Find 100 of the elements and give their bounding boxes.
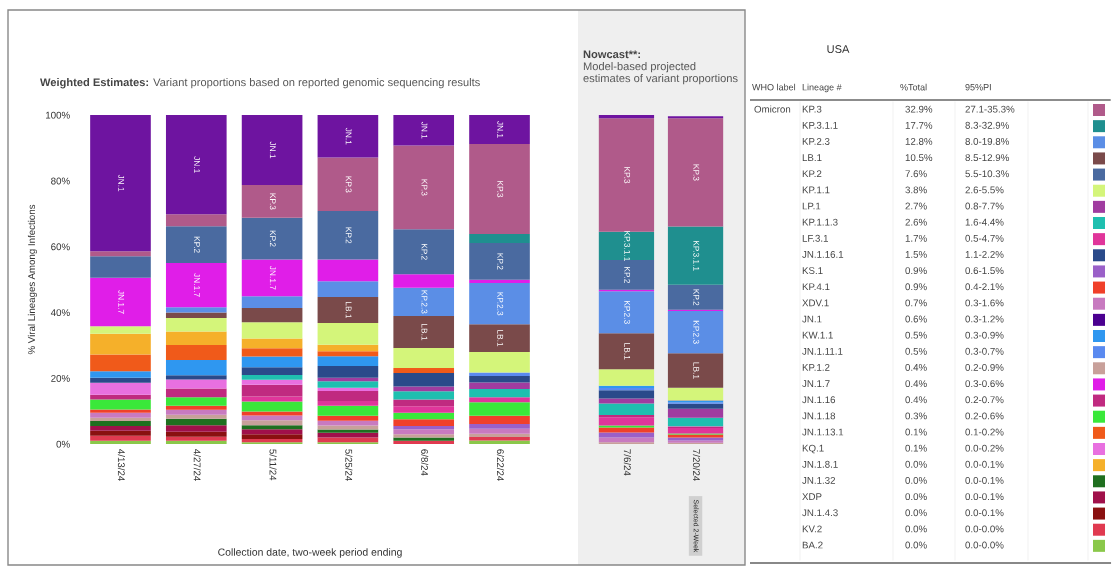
text: 0.8-7.7%: [965, 202, 1004, 210]
series-label: KP.3.1.1: [624, 231, 631, 261]
text: 2.6%: [905, 218, 927, 226]
text: 0.0%: [905, 525, 927, 533]
text: 0.3%: [905, 412, 927, 420]
text: JN.1.18: [802, 412, 836, 420]
text: 0.0-0.1%: [965, 493, 1004, 501]
series-label: KP.3: [693, 164, 700, 181]
text: 0.1-0.2%: [965, 428, 1004, 436]
text: KV.2: [802, 525, 822, 533]
text: JN.1.7: [802, 380, 830, 388]
text: KP.1.2: [802, 364, 830, 371]
text: LB.1: [421, 324, 428, 341]
text: KP.3: [497, 181, 504, 198]
text: JN.1.11.1: [802, 347, 843, 355]
text: 8.5-12.9%: [965, 154, 1009, 162]
text: 0.0%: [905, 493, 927, 501]
text: LF.3.1: [802, 234, 829, 242]
text: LB.1: [802, 154, 822, 161]
x-tick-label: 6/22/24: [496, 449, 505, 482]
x-tick-label: 5/11/24: [269, 449, 277, 481]
y-tick-label: 20%: [51, 374, 70, 382]
y-tick-label: 0%: [56, 440, 70, 448]
text: 0.0-0.1%: [965, 509, 1004, 517]
text: KQ.1: [802, 444, 824, 454]
text: KP.3.1.1: [693, 240, 700, 271]
text: KP.1.1.3: [802, 218, 838, 226]
text: 0.0%: [905, 460, 927, 468]
chart-title: Nowcast**:: [583, 50, 640, 59]
y-axis-title: % Viral Lineages Among Infections: [27, 204, 37, 355]
text: 12.8%: [905, 138, 933, 145]
text: LB.1: [497, 330, 504, 347]
text: 1.6-4.4%: [965, 218, 1004, 226]
text: 0.0%: [905, 541, 927, 549]
text: 17.7%: [905, 121, 933, 129]
x-tick-label: 4/13/24: [117, 449, 126, 482]
text: 0.9%: [905, 283, 927, 291]
text: 0.0-0.0%: [965, 541, 1004, 549]
series-label: JN.1.7: [269, 265, 276, 290]
text: 95%PI: [965, 84, 991, 91]
text: 0.6-1.5%: [965, 267, 1004, 275]
text: 0.5%: [905, 347, 927, 355]
text: 0.4-2.1%: [965, 283, 1004, 291]
series-label: KP.2.3: [624, 300, 631, 324]
text: 5.5-10.3%: [965, 170, 1009, 178]
text: JN.1.7: [194, 273, 200, 297]
text: LB.1: [624, 343, 631, 360]
text: KP.2: [194, 236, 200, 253]
text: 0.0%: [905, 509, 927, 517]
text: 0.3-1.6%: [965, 299, 1004, 307]
text: 2.6-5.5%: [965, 186, 1004, 194]
text: XDV.1: [802, 299, 829, 307]
text: 0.3-0.7%: [965, 347, 1004, 355]
text: 0.4%: [905, 380, 927, 388]
text: JN.1: [269, 141, 276, 159]
text: KS.1: [802, 267, 823, 275]
text: 0.2-0.9%: [965, 364, 1004, 371]
text: JN.1: [345, 127, 352, 145]
text: KP.3: [802, 105, 822, 113]
text: 0.4%: [905, 396, 927, 404]
text: KP.3: [421, 179, 428, 196]
series-label: LB.1: [693, 362, 700, 379]
text: 0.9%: [905, 267, 927, 275]
text: WHO label: [752, 83, 796, 91]
chart-subtitle: Variant proportions based on reported genomic sequencing results: [153, 78, 480, 89]
series-label: KP.2.3: [421, 290, 428, 314]
text: 0.2-0.7%: [965, 396, 1004, 404]
text: 0.1%: [905, 444, 927, 452]
text: KP.2: [269, 230, 276, 247]
text: 27.1-35.3%: [965, 105, 1015, 113]
text: JN.1: [194, 156, 200, 173]
y-tick-label: 80%: [51, 177, 70, 185]
text: 0.0-0.1%: [965, 477, 1004, 484]
text: JN.1.7: [118, 290, 125, 314]
text: 0.5-4.7%: [965, 234, 1004, 242]
series-label: KP.2: [497, 253, 504, 270]
text: 0.5%: [905, 331, 927, 339]
text: KP.2.3: [497, 292, 504, 316]
text: USA: [827, 45, 850, 53]
text: KP.3.1.1: [802, 121, 838, 129]
text: JN.1.16.1: [802, 251, 844, 258]
text: JN.1.4.3: [802, 509, 838, 517]
text: Lineage #: [802, 83, 842, 93]
text: KP.3: [345, 176, 352, 193]
text: KW.1.1: [802, 331, 833, 339]
text: JN.1.13.1: [802, 428, 844, 436]
text: 2.7%: [905, 202, 927, 210]
text: 0.1%: [905, 428, 927, 436]
chart-title: Weighted Estimates:: [40, 78, 149, 89]
text: BA.2: [802, 541, 823, 549]
series-label: KP.3: [269, 193, 276, 210]
text: 0.4%: [905, 364, 927, 371]
text: JN.1.32: [802, 477, 836, 484]
series-label: JN.1: [497, 121, 504, 138]
text: KP.3: [624, 167, 631, 184]
text: KP.4.1: [802, 283, 830, 291]
x-tick-label: 7/6/24: [623, 449, 631, 476]
text: 3.8%: [905, 186, 927, 194]
text: 0.6%: [905, 315, 927, 323]
text: KP.2.3: [693, 320, 700, 344]
